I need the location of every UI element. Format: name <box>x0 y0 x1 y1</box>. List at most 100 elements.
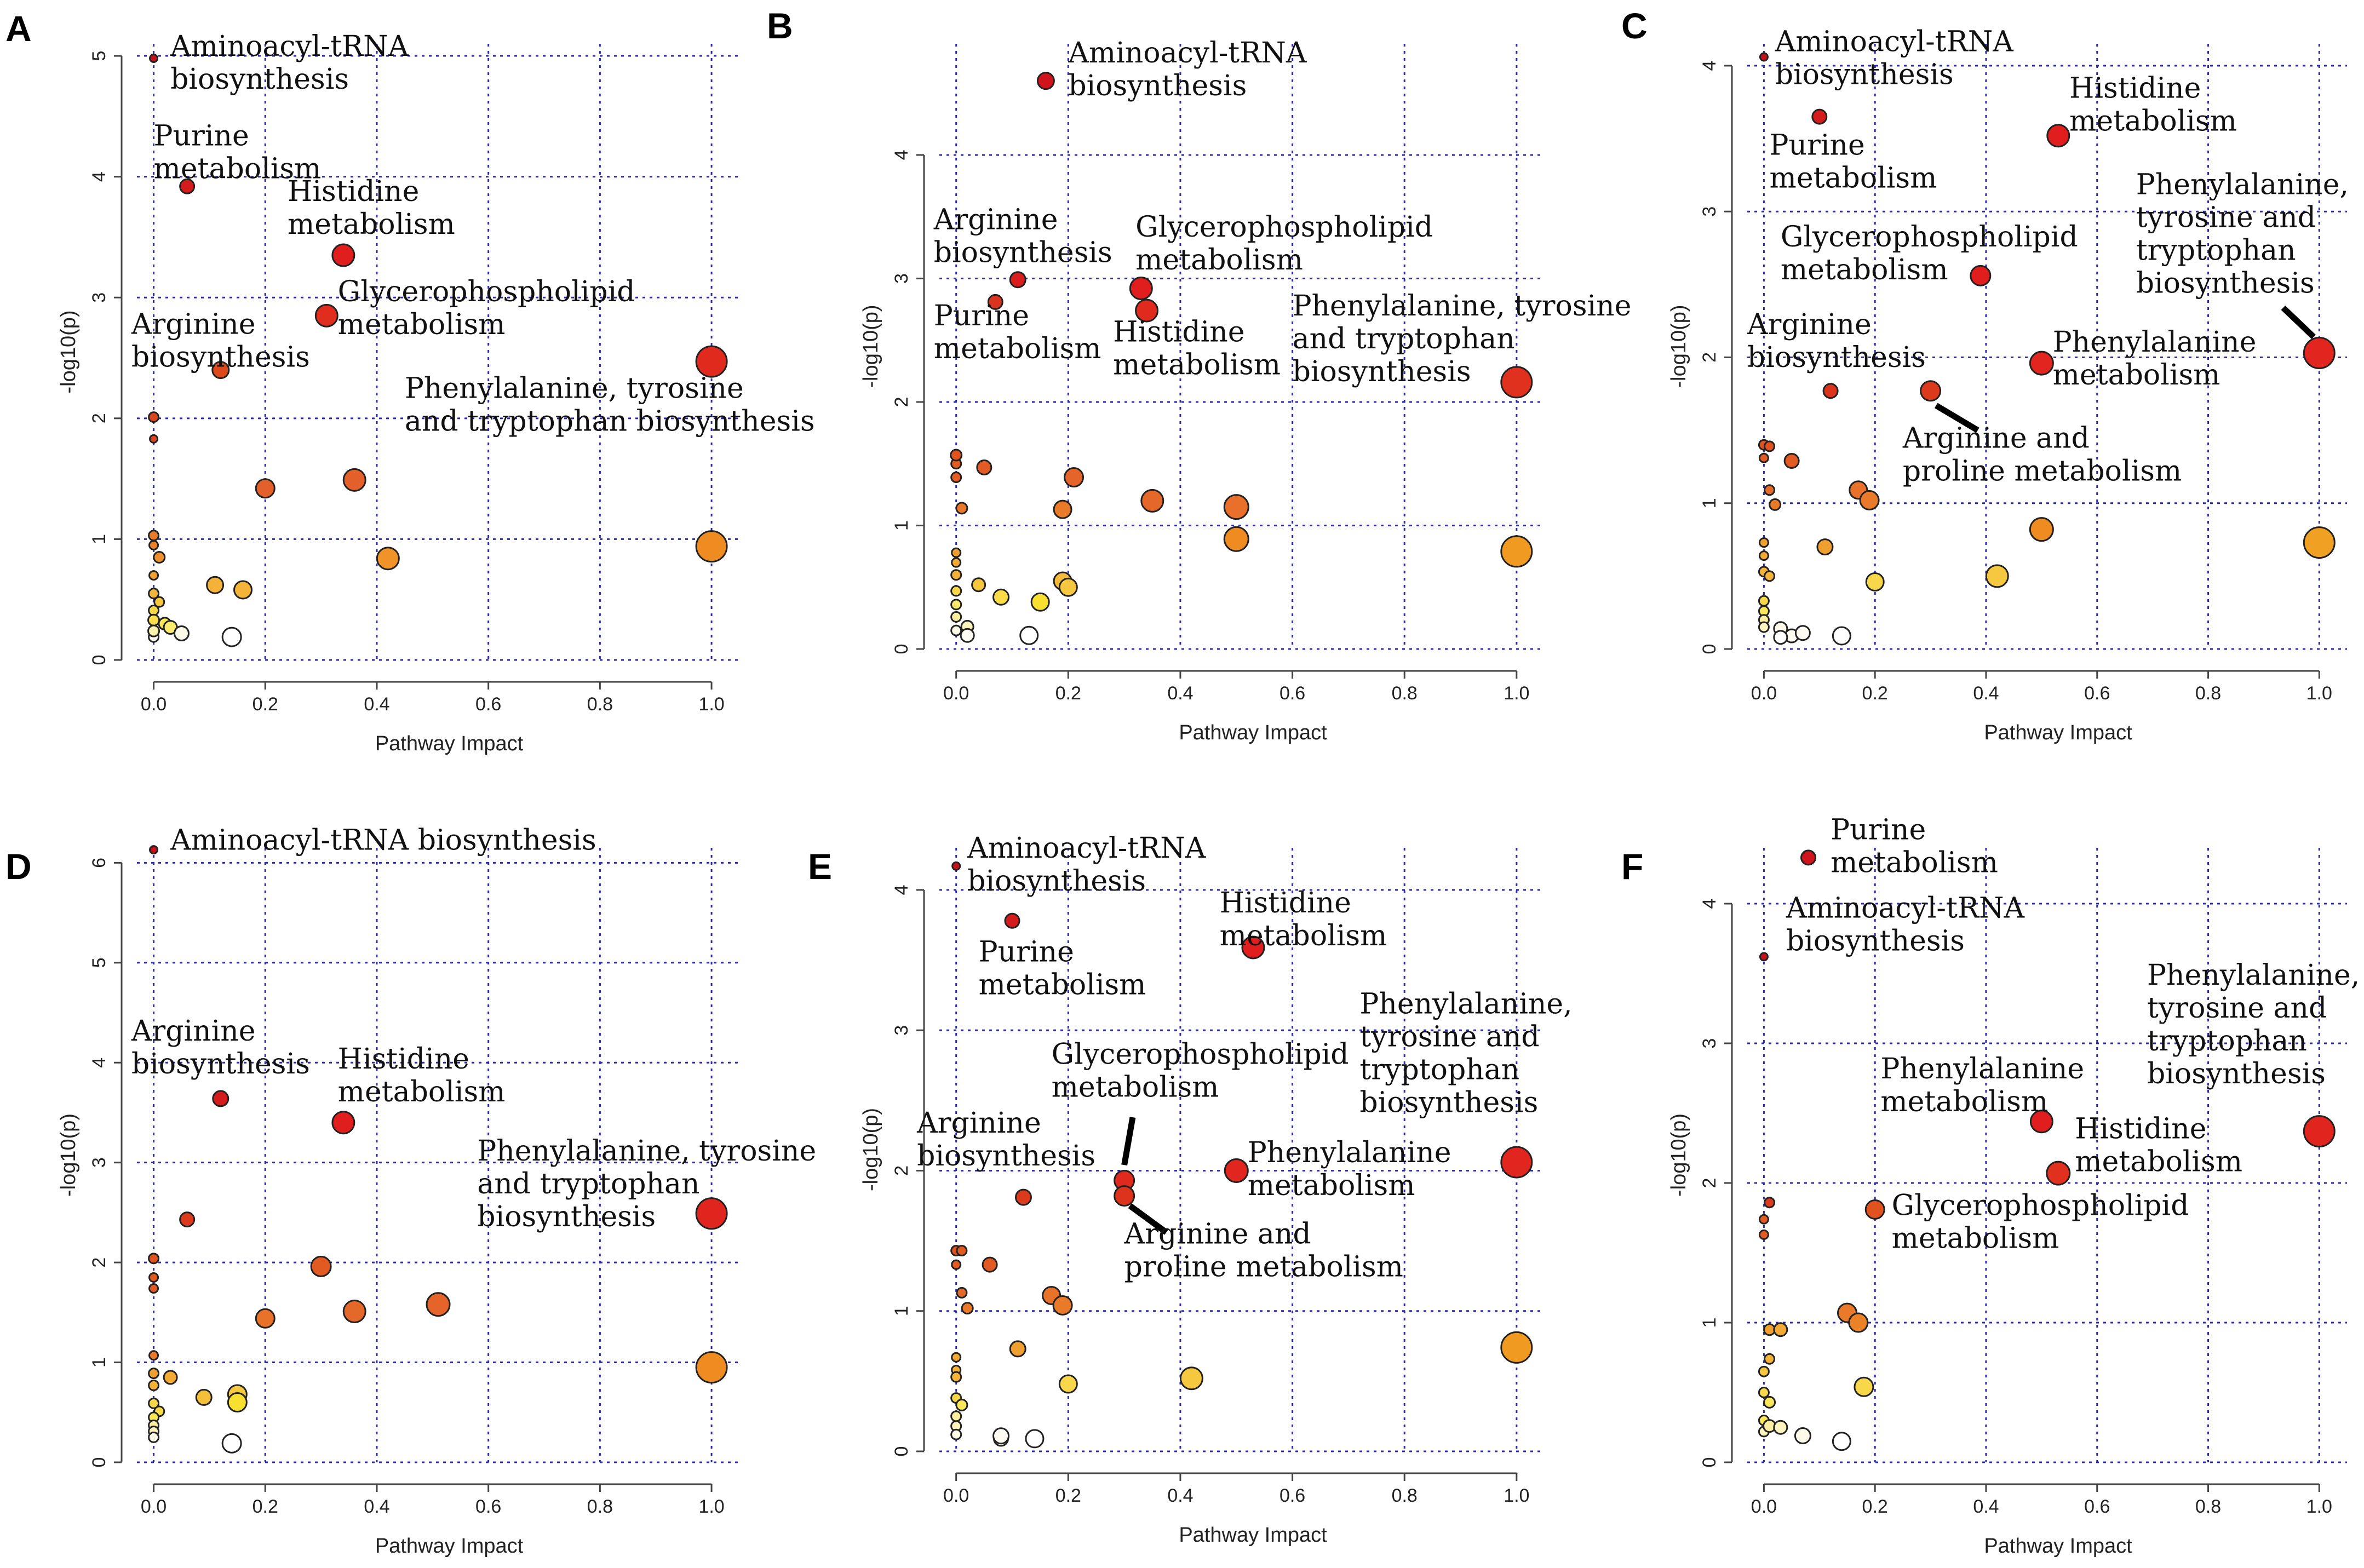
pathway-label-line: Arginine and <box>1124 1218 1311 1251</box>
x-tick-label: 0.2 <box>1055 683 1081 704</box>
data-point <box>331 243 355 267</box>
pathway-label-line: Histidine <box>2069 72 2201 105</box>
data-point <box>149 845 159 855</box>
data-point <box>950 449 963 462</box>
pathway-label: Arginine and proline metabolism <box>1902 422 2182 488</box>
pathway-label-line: metabolism <box>1770 162 1937 194</box>
pathway-label-line: Phenylalanine <box>1880 1053 2084 1085</box>
pathway-label-line: Purine <box>154 119 249 152</box>
data-point <box>1758 550 1769 561</box>
x-axis-title: Pathway Impact <box>1984 1535 2132 1558</box>
data-point <box>1241 935 1265 960</box>
data-point <box>1822 383 1839 399</box>
data-point <box>148 1272 159 1283</box>
y-axis-title: -log10(p) <box>1667 1113 1690 1197</box>
data-point <box>956 1245 968 1257</box>
pathway-label-line: metabolism <box>1831 847 1998 880</box>
y-tick-label: 1 <box>1699 498 1720 508</box>
data-point <box>971 577 986 593</box>
panel-f: F 0 1 2 3 4 0.0 0.2 0.4 0.6 0.8 1.0 Pathway Impact -l… <box>1621 814 2360 1558</box>
data-point <box>951 861 961 871</box>
pathway-label: Phenylalanine, tyrosine and tryptophan bios… <box>1359 987 1572 1119</box>
pathway-label-line: proline metabolism <box>1124 1251 1403 1284</box>
y-axis-title: -log10(p) <box>859 305 882 388</box>
pathway-label: Purine metabolism <box>934 300 1101 365</box>
data-point <box>982 1256 998 1273</box>
data-point <box>331 1111 355 1135</box>
panel-c: C 0 1 2 3 4 0.0 0.2 0.4 0.6 0.8 1.0 Pathway Impact -l… <box>1621 5 2349 744</box>
data-point <box>1758 621 1770 633</box>
data-point <box>1759 52 1769 62</box>
pathway-label-line: biosynthesis <box>170 63 349 96</box>
pathway-label-line: Aminoacyl-tRNA <box>1775 25 2015 58</box>
y-tick-label: 0 <box>1699 1457 1720 1468</box>
data-point <box>1794 625 1811 641</box>
x-tick-label: 0.6 <box>1279 683 1305 704</box>
pathway-label: Histidine metabolism <box>338 1043 506 1108</box>
pathway-label-line: metabolism <box>1220 920 1387 952</box>
x-tick-label: 0.0 <box>1751 683 1777 704</box>
data-point <box>1053 499 1072 519</box>
data-point <box>179 178 196 194</box>
data-point <box>976 460 992 475</box>
data-point <box>951 1352 962 1363</box>
pathway-label-line: and tryptophan <box>1293 323 1515 355</box>
data-point <box>1764 440 1776 452</box>
pathway-label-line: Glycerophospholipid <box>1135 211 1433 244</box>
data-point <box>148 1380 160 1392</box>
pathway-label-line: biosynthesis <box>917 1140 1095 1173</box>
data-point <box>2303 336 2336 369</box>
y-tick-label: 0 <box>89 1457 110 1468</box>
pathway-label-line: Purine <box>1770 129 1865 162</box>
x-tick-label: 0.2 <box>1862 683 1888 704</box>
data-point <box>951 547 962 558</box>
pathway-label: Purine metabolism <box>154 119 322 185</box>
pathway-label-line: Aminoacyl-tRNA biosynthesis <box>170 824 596 857</box>
data-point <box>2046 1161 2071 1186</box>
pathway-label-line: Phenylalanine, <box>2147 959 2360 992</box>
y-tick-label: 3 <box>891 273 912 284</box>
pathway-label-line: Phenylalanine, tyrosine <box>405 372 744 405</box>
data-point <box>148 588 160 600</box>
pathway-label-line: biosynthesis <box>2147 1058 2326 1090</box>
x-tick-label: 0.0 <box>943 683 969 704</box>
y-tick-label: 1 <box>891 1306 912 1316</box>
pathway-label-line: Glycerophospholipid <box>1892 1190 2189 1222</box>
data-point <box>1500 1146 1533 1179</box>
pathway-label-line: Arginine <box>1747 308 1872 341</box>
y-tick-label: 2 <box>891 397 912 407</box>
y-tick-label: 2 <box>891 1165 912 1176</box>
pathway-label-line: Aminoacyl-tRNA <box>1786 892 2026 925</box>
pathway-label-line: metabolism <box>1880 1085 2048 1118</box>
pathway-label-line: Aminoacyl-tRNA <box>170 30 410 63</box>
y-axis-title: -log10(p) <box>57 310 80 393</box>
data-point <box>1794 1427 1811 1445</box>
data-point <box>695 1351 728 1384</box>
y-tick-label: 4 <box>89 1058 110 1068</box>
y-tick-label: 1 <box>89 534 110 544</box>
pathway-label-line: metabolism <box>1135 244 1303 277</box>
data-point <box>255 1308 276 1329</box>
data-point <box>955 502 968 515</box>
data-point <box>1854 1376 1874 1397</box>
data-point <box>148 530 160 542</box>
x-tick-label: 0.4 <box>1167 1485 1193 1506</box>
data-point <box>987 294 1003 310</box>
data-point <box>1004 912 1020 929</box>
data-point <box>255 478 276 499</box>
data-point <box>1758 595 1770 607</box>
data-point <box>227 1392 248 1413</box>
data-point <box>951 1259 962 1270</box>
x-axis-title: Pathway Impact <box>1179 1524 1327 1547</box>
y-tick-label: 0 <box>891 1446 912 1457</box>
data-point <box>1764 484 1776 496</box>
data-point <box>1758 1387 1770 1398</box>
pathway-label-line: Arginine and <box>1902 422 2090 455</box>
data-point <box>1135 298 1159 323</box>
data-point <box>148 1253 160 1265</box>
y-tick-label: 1 <box>891 520 912 531</box>
pathway-label-line: biosynthesis <box>934 236 1112 269</box>
data-point <box>992 588 1010 606</box>
x-tick-label: 0.2 <box>1055 1485 1081 1506</box>
data-point <box>1920 380 1942 402</box>
